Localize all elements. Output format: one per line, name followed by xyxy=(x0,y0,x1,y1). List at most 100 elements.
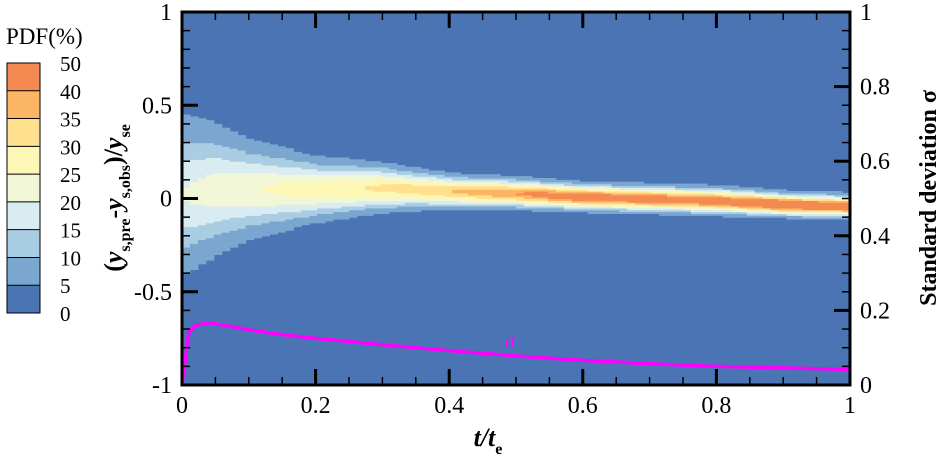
heatmap-cell xyxy=(444,196,453,200)
heatmap-cell xyxy=(221,211,231,215)
heatmap-cell xyxy=(380,211,390,215)
heatmap-cell xyxy=(341,205,350,209)
heatmap-cell xyxy=(667,205,676,209)
heatmap-cell xyxy=(810,198,819,201)
heatmap-cell xyxy=(364,166,374,170)
heatmap-cell xyxy=(261,151,271,155)
heatmap-cell xyxy=(428,172,438,175)
heatmap-cell xyxy=(380,176,390,179)
heatmap-cell xyxy=(714,211,724,215)
heatmap-cell xyxy=(237,200,247,203)
heatmap-cell xyxy=(356,163,366,166)
heatmap-cell xyxy=(197,151,207,155)
heatmap-cell xyxy=(253,198,263,201)
heatmap-cell xyxy=(364,176,374,179)
heatmap-cell xyxy=(301,172,310,175)
heatmap-cell xyxy=(197,181,207,185)
heatmap-cell xyxy=(197,177,207,181)
heatmap-cell xyxy=(245,153,255,157)
colorbar-segment xyxy=(7,229,40,258)
heatmap-cell xyxy=(778,215,787,218)
heatmap-cell xyxy=(738,209,748,213)
heatmap-cell xyxy=(746,198,756,201)
heatmap-cell xyxy=(738,192,748,196)
heatmap-cell xyxy=(213,226,223,229)
heatmap-cell xyxy=(420,200,430,203)
heatmap-cell xyxy=(277,222,286,226)
heatmap-cell xyxy=(213,144,223,147)
heatmap-cell xyxy=(818,198,827,201)
heatmap-cell xyxy=(333,187,342,190)
heatmap-cell xyxy=(603,202,613,205)
heatmap-cell xyxy=(651,211,660,215)
heatmap-cell xyxy=(245,181,255,185)
heatmap-cell xyxy=(182,142,191,146)
heatmap-cell xyxy=(635,196,644,200)
heatmap-cell xyxy=(182,153,191,157)
heatmap-cell xyxy=(555,181,565,185)
heatmap-cell xyxy=(253,176,263,179)
heatmap-cell xyxy=(309,198,318,201)
heatmap-cell xyxy=(213,235,223,239)
heatmap-cell xyxy=(293,153,302,157)
heatmap-cell xyxy=(754,215,764,218)
heatmap-cell xyxy=(794,194,803,198)
heatmap-cell xyxy=(563,198,573,201)
heatmap-cell xyxy=(372,176,382,179)
heatmap-cell xyxy=(380,205,390,209)
heatmap-cell xyxy=(444,192,453,196)
heatmap-cell xyxy=(277,209,286,213)
heatmap-cell xyxy=(468,187,477,190)
heatmap-cell xyxy=(730,204,740,207)
heatmap-cell xyxy=(842,207,851,211)
heatmap-cell xyxy=(221,202,231,205)
heatmap-cell xyxy=(317,174,326,177)
heatmap-cell xyxy=(205,192,215,196)
heatmap-cell xyxy=(301,164,310,168)
heatmap-cell xyxy=(197,125,207,129)
heatmap-cell xyxy=(516,189,525,192)
heatmap-cell xyxy=(325,183,334,187)
heatmap-cell xyxy=(301,191,310,194)
heatmap-cell xyxy=(683,198,692,201)
heatmap-cell xyxy=(587,194,597,198)
heatmap-cell xyxy=(516,192,525,196)
heatmap-cell xyxy=(269,192,279,196)
heatmap-cell xyxy=(301,198,310,201)
heatmap-cell xyxy=(492,189,501,192)
heatmap-cell xyxy=(285,187,294,190)
heatmap-cell xyxy=(476,204,485,207)
heatmap-cell xyxy=(189,168,199,172)
heatmap-cell xyxy=(189,133,199,136)
heatmap-cell xyxy=(182,228,191,231)
heatmap-cell xyxy=(182,243,191,246)
heatmap-cell xyxy=(587,207,597,211)
heatmap-cell xyxy=(364,181,374,185)
heatmap-cell xyxy=(555,207,565,211)
heatmap-cell xyxy=(508,192,517,196)
heatmap-cell xyxy=(412,209,422,213)
heatmap-cell xyxy=(555,189,565,192)
heatmap-cell xyxy=(794,191,803,194)
heatmap-cell xyxy=(309,185,318,188)
heatmap-cell xyxy=(563,189,573,192)
heatmap-cell xyxy=(492,196,501,200)
heatmap-cell xyxy=(213,138,223,142)
heatmap-cell xyxy=(205,224,215,228)
heatmap-cell xyxy=(333,170,342,173)
heatmap-cell xyxy=(245,192,255,196)
heatmap-cell xyxy=(412,196,422,200)
heatmap-cell xyxy=(380,187,390,190)
heatmap-cell xyxy=(182,245,191,248)
heatmap-cell xyxy=(627,205,636,209)
heatmap-cell xyxy=(253,153,263,157)
heatmap-cell xyxy=(698,209,708,213)
heatmap-cell xyxy=(325,168,334,172)
heatmap-cell xyxy=(333,164,342,168)
heatmap-cell xyxy=(484,192,493,196)
heatmap-cell xyxy=(245,213,255,216)
heatmap-cell xyxy=(349,196,358,200)
heatmap-cell xyxy=(261,164,271,168)
heatmap-cell xyxy=(388,187,398,190)
heatmap-cell xyxy=(293,198,302,201)
